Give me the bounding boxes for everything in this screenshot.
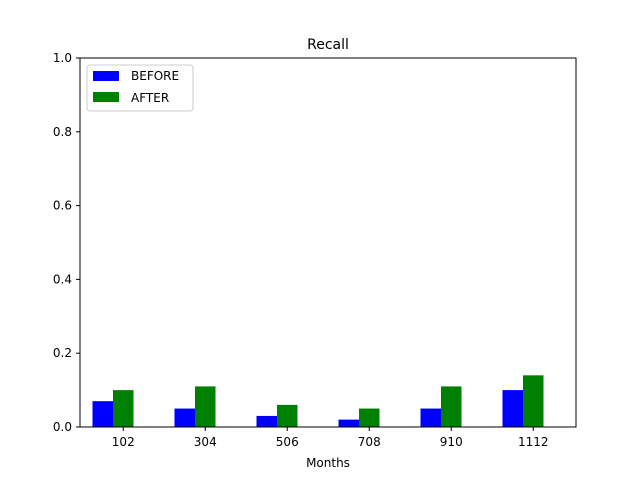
bar-before-304 bbox=[174, 408, 195, 427]
x-tick-label: 102 bbox=[112, 435, 135, 449]
y-tick-label: 0.4 bbox=[53, 272, 72, 286]
bar-before-708 bbox=[338, 419, 359, 427]
y-tick-label: 0.0 bbox=[53, 420, 72, 434]
bar-after-304 bbox=[195, 386, 216, 427]
x-axis-label: Months bbox=[306, 456, 350, 470]
x-tick-label: 304 bbox=[194, 435, 217, 449]
bar-after-506 bbox=[277, 404, 298, 427]
x-tick-label: 708 bbox=[358, 435, 381, 449]
x-tick-label: 506 bbox=[276, 435, 299, 449]
legend-label-before: BEFORE bbox=[131, 69, 179, 83]
bar-series-group bbox=[92, 375, 544, 427]
bar-before-910 bbox=[420, 408, 441, 427]
plot-frame bbox=[79, 57, 577, 428]
bar-before-1112 bbox=[502, 390, 523, 427]
bar-after-708 bbox=[359, 408, 380, 427]
legend-label-after: AFTER bbox=[131, 91, 169, 105]
y-axis: 0.0 0.2 0.4 0.6 0.8 1.0 bbox=[53, 51, 80, 434]
bar-after-102 bbox=[113, 390, 134, 427]
bar-before-102 bbox=[92, 401, 113, 427]
y-tick-label: 0.8 bbox=[53, 125, 72, 139]
x-axis: 102 304 506 708 910 1112 bbox=[112, 427, 549, 449]
legend-swatch-after bbox=[93, 92, 119, 102]
chart-title: Recall bbox=[307, 37, 349, 53]
legend: BEFORE AFTER bbox=[86, 64, 194, 112]
y-tick-label: 0.2 bbox=[53, 346, 72, 360]
y-tick-label: 0.6 bbox=[53, 199, 72, 213]
x-tick-label: 910 bbox=[440, 435, 463, 449]
bar-after-910 bbox=[441, 386, 462, 427]
bar-after-1112 bbox=[523, 375, 544, 427]
bar-before-506 bbox=[256, 415, 277, 427]
y-tick-label: 1.0 bbox=[53, 51, 72, 65]
legend-swatch-before bbox=[93, 71, 119, 81]
x-tick-label: 1112 bbox=[518, 435, 549, 449]
